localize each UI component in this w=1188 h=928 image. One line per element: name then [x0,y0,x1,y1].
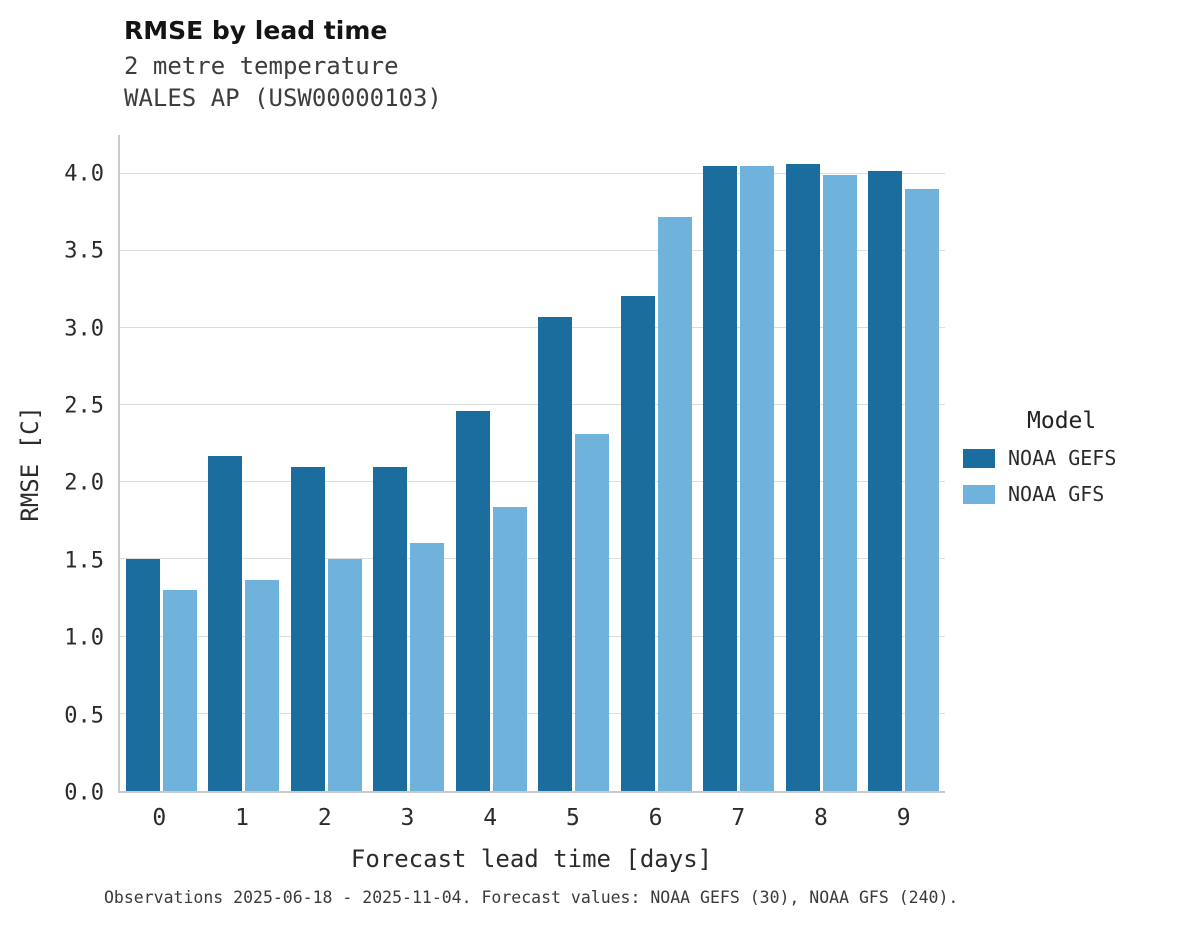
bar-noaa-gefs-2 [290,466,325,791]
legend: Model NOAA GEFS NOAA GFS [963,408,1116,518]
legend-label-noaa-gfs: NOAA GFS [1008,482,1105,506]
y-tick-label-2.5: 2.5 [64,393,104,419]
plot-area [118,135,945,793]
x-tick-label-8: 8 [814,805,828,831]
bar-noaa-gefs-7 [703,165,738,791]
bar-noaa-gfs-4 [492,507,527,791]
gridline-y-2.5 [120,404,945,406]
legend-title: Model [1027,408,1097,434]
y-axis-tick-labels: 0.0 0.5 1.0 1.5 2.0 2.5 3.0 3.5 4.0 [36,135,108,805]
gridline-y-1.5 [120,558,945,560]
chart-subtitle-station: WALES AP (USW00000103) [124,84,442,112]
bar-group-1 [203,135,286,791]
x-tick-label-3: 3 [400,805,415,831]
bar-group-6 [615,135,698,791]
bar-group-9 [863,135,946,791]
y-tick-label-3.5: 3.5 [64,238,104,264]
y-tick-label-1.0: 1.0 [64,625,104,651]
bar-group-5 [533,135,616,791]
gridline-y-3.0 [120,326,945,328]
x-tick-label-2: 2 [317,805,332,831]
x-tick-label-1: 1 [235,805,249,831]
x-tick-label-6: 6 [648,805,663,831]
bar-noaa-gfs-7 [740,165,775,791]
y-tick-label-3.0: 3.0 [64,316,104,342]
gridline-y-1.0 [120,635,945,637]
bar-noaa-gfs-1 [245,579,280,791]
gridline-y-0.5 [120,712,945,714]
bar-group-0 [120,135,203,791]
bar-noaa-gefs-4 [455,411,490,791]
legend-entries: NOAA GEFS NOAA GFS [963,446,1116,506]
bar-noaa-gefs-6 [620,295,655,791]
bar-group-7 [698,135,781,791]
legend-entry-noaa-gfs: NOAA GFS [963,482,1116,506]
legend-entry-noaa-gefs: NOAA GEFS [963,446,1116,470]
footer-caption: Observations 2025-06-18 - 2025-11-04. Fo… [104,888,959,907]
bar-noaa-gfs-2 [327,559,362,791]
x-axis-title: Forecast lead time [days] [350,845,713,873]
bar-noaa-gefs-5 [538,317,573,791]
bar-group-3 [368,135,451,791]
legend-swatch-noaa-gfs [963,484,995,504]
bar-noaa-gefs-8 [785,164,820,791]
y-tick-label-4.0: 4.0 [64,161,104,187]
y-tick-label-0.5: 0.5 [64,703,104,729]
x-tick-label-9: 9 [896,805,911,831]
chart-subtitle-variable: 2 metre temperature [124,52,399,80]
x-tick-label-4: 4 [483,805,498,831]
bar-noaa-gfs-8 [822,175,857,791]
bar-noaa-gfs-6 [657,216,692,791]
x-axis-tick-labels: 0 1 2 3 4 5 6 7 8 9 [118,805,945,831]
y-tick-label-2.0: 2.0 [64,470,104,496]
gridline-y-2.0 [120,481,945,483]
y-tick-label-0.0: 0.0 [64,780,104,806]
bar-noaa-gefs-0 [125,559,160,791]
bar-noaa-gefs-1 [208,456,243,791]
x-tick-label-0: 0 [152,805,167,831]
bar-group-2 [285,135,368,791]
bar-group-4 [450,135,533,791]
bar-noaa-gfs-5 [575,434,610,791]
legend-label-noaa-gefs: NOAA GEFS [1008,446,1117,470]
gridline-y-4.0 [120,172,945,174]
x-tick-label-5: 5 [565,805,580,831]
chart-title: RMSE by lead time [124,16,388,45]
y-tick-label-1.5: 1.5 [64,548,104,574]
bar-noaa-gfs-0 [162,590,197,791]
bar-noaa-gefs-9 [868,170,903,791]
bar-noaa-gfs-9 [905,189,940,791]
bar-noaa-gefs-3 [373,466,408,791]
x-tick-label-7: 7 [731,805,746,831]
legend-swatch-noaa-gefs [963,448,995,468]
bar-noaa-gfs-3 [410,542,445,791]
bar-group-8 [780,135,863,791]
gridline-y-3.5 [120,249,945,251]
bar-series-container [120,135,945,791]
